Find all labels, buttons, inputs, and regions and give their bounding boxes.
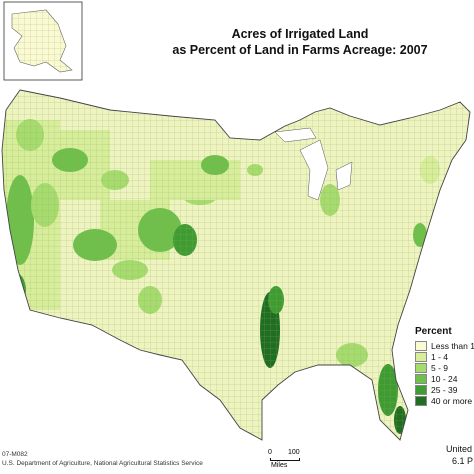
- legend-swatch: [415, 384, 427, 395]
- map-title-line1: Acres of Irrigated Land: [231, 27, 369, 41]
- lake-huron: [335, 161, 353, 191]
- legend-swatch: [415, 362, 427, 373]
- lake-michigan: [299, 139, 329, 201]
- legend-swatch: [415, 395, 427, 406]
- legend-item: 40 or more: [415, 395, 474, 406]
- legend-swatch: [415, 340, 427, 351]
- legend-item: Less than 1: [415, 340, 474, 351]
- alaska-inset: [3, 1, 83, 81]
- legend-title: Percent: [415, 326, 452, 337]
- scale-bar-line: [270, 458, 300, 461]
- scale-bar: 0 100 Miles: [268, 449, 308, 469]
- legend-item: 10 - 24: [415, 373, 474, 384]
- legend-item: 1 - 4: [415, 351, 474, 362]
- legend-swatch: [415, 373, 427, 384]
- map-code: 07-M082: [2, 451, 28, 458]
- scale-zero-label: 0: [268, 449, 272, 456]
- legend-label: 1 - 4: [431, 351, 449, 362]
- map-title-line2: as Percent of Land in Farms Acreage: 200…: [172, 43, 428, 57]
- corner-text-2: 6.1 P: [452, 456, 474, 466]
- source-credit: U.S. Department of Agriculture, National…: [2, 460, 203, 467]
- legend-label: 25 - 39: [431, 384, 458, 395]
- legend-swatch: [415, 351, 427, 362]
- scale-hundred-label: 100: [288, 449, 300, 456]
- legend-label: Less than 1: [431, 340, 474, 351]
- scale-unit-label: Miles: [271, 462, 288, 469]
- legend-label: 5 - 9: [431, 362, 449, 373]
- legend-item: 25 - 39: [415, 384, 474, 395]
- legend-item: 5 - 9: [415, 362, 474, 373]
- map-title: Acres of Irrigated Land as Percent of La…: [150, 26, 450, 58]
- contiguous-us: [1, 89, 471, 441]
- corner-text-1: United: [446, 444, 473, 454]
- lake-superior: [274, 127, 317, 143]
- legend-label: 40 or more: [431, 395, 473, 406]
- legend-label: 10 - 24: [431, 373, 458, 384]
